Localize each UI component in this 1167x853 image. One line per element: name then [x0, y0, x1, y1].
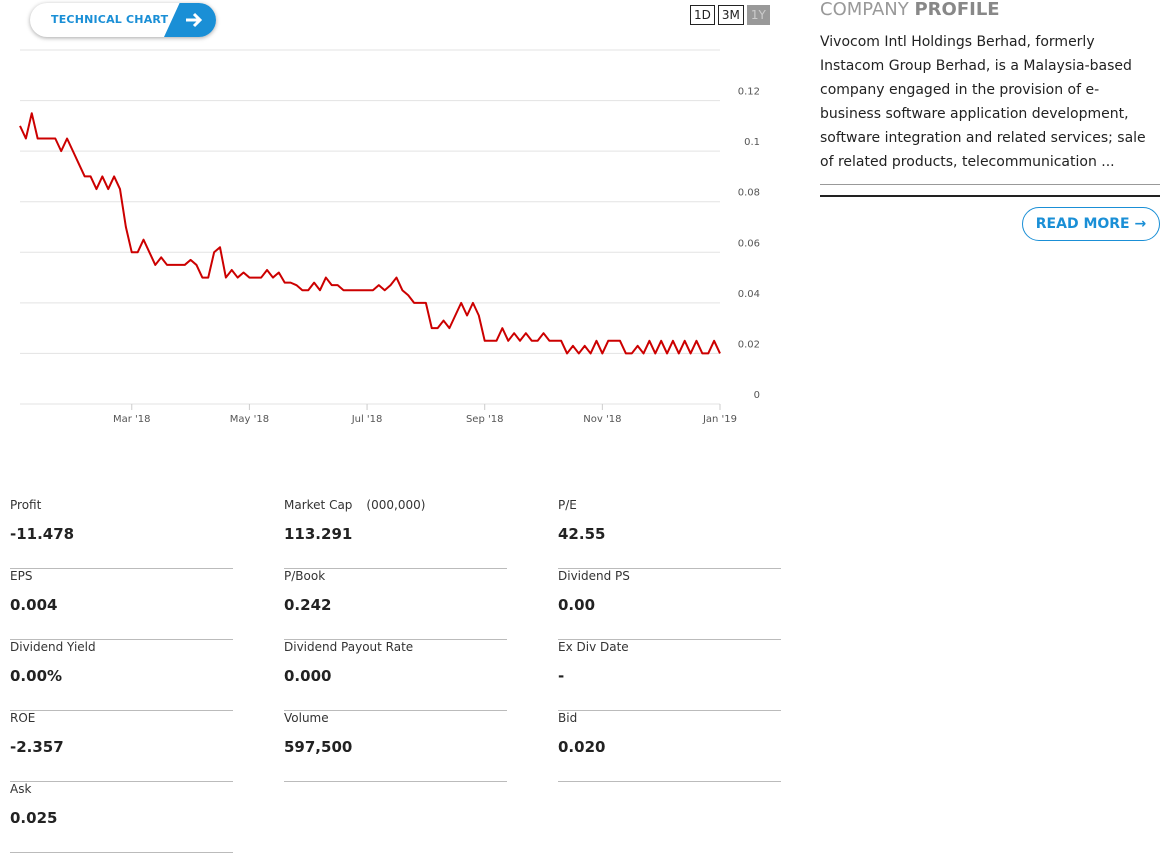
- range-button[interactable]: 3M: [717, 5, 744, 25]
- y-tick-label: 0.08: [738, 188, 760, 199]
- y-tick-label: 0: [754, 390, 760, 401]
- label-text: ROE: [10, 711, 36, 725]
- stat-label: Dividend Yield: [10, 640, 96, 654]
- range-selector: 1D 3M 1Y: [690, 5, 770, 25]
- stat-value: 0.004: [10, 596, 58, 614]
- range-button[interactable]: 1D: [690, 5, 715, 25]
- label-text: Market Cap: [284, 498, 353, 512]
- stat-item: Dividend Payout Rate 0.000: [284, 640, 507, 711]
- stat-label: Profit: [10, 498, 41, 512]
- x-tick-label: Jan '19: [702, 414, 737, 425]
- stat-value: 0.00: [558, 596, 596, 614]
- label-text: Ex Div Date: [558, 640, 629, 654]
- label-text: Profit: [10, 498, 42, 512]
- label-text: Volume: [284, 711, 329, 725]
- stat-value: 597,500: [284, 738, 353, 756]
- profile-text: Vivocom Intl Holdings Berhad, formerly I…: [820, 34, 1146, 170]
- stat-label: Dividend PS: [558, 569, 630, 583]
- y-tick-label: 0.12: [738, 87, 760, 98]
- stat-label: P/E: [558, 498, 577, 512]
- stat-item: P/Book 0.242: [284, 569, 507, 640]
- stat-label: Bid: [558, 711, 577, 725]
- stat-label: P/Book: [284, 569, 325, 583]
- stat-value: 0.025: [10, 809, 58, 827]
- stat-label: Dividend Payout Rate: [284, 640, 413, 654]
- y-tick-label: 0.04: [738, 289, 760, 300]
- x-tick-label: Sep '18: [466, 414, 504, 425]
- stat-value: 0.020: [558, 738, 606, 756]
- profile-title: COMPANY PROFILE: [820, 0, 1160, 20]
- stat-value: -11.478: [10, 525, 75, 543]
- stat-value: -2.357: [10, 738, 64, 756]
- read-more-button[interactable]: READ MORE →: [1022, 207, 1160, 241]
- stat-label: Ask: [10, 782, 31, 796]
- stat-item: ROE -2.357: [10, 711, 233, 782]
- label-text: P/E: [558, 498, 577, 512]
- divider: [820, 195, 1160, 197]
- y-tick-label: 0.06: [738, 238, 760, 249]
- stat-label: Volume: [284, 711, 329, 725]
- stat-label: Market Cap (000,000): [284, 498, 425, 512]
- x-tick-label: May '18: [230, 414, 269, 425]
- price-line: [19, 112, 721, 355]
- stat-item: Ask 0.025: [10, 782, 233, 853]
- y-tick-label: 0.02: [738, 339, 760, 350]
- stat-value: 0.00%: [10, 667, 63, 685]
- range-button[interactable]: 1Y: [746, 5, 770, 25]
- arrow-icon: [186, 12, 203, 28]
- stat-item: P/E 42.55: [558, 498, 781, 569]
- stat-item: Market Cap (000,000) 113.291: [284, 498, 507, 569]
- label-text: P/Book: [284, 569, 326, 583]
- stat-label: EPS: [10, 569, 32, 583]
- stat-label: ROE: [10, 711, 35, 725]
- label-text: Dividend PS: [558, 569, 630, 583]
- stat-value: -: [558, 667, 565, 685]
- button-arrow: [164, 3, 216, 37]
- button-label: READ MORE: [1035, 216, 1130, 232]
- label-text: Bid: [558, 711, 578, 725]
- title-bold: PROFILE: [914, 0, 1000, 20]
- x-tick-label: Mar '18: [113, 414, 151, 425]
- label-text: EPS: [10, 569, 33, 583]
- label-text: Ask: [10, 782, 32, 796]
- x-tick-label: Jul '18: [351, 414, 383, 425]
- stat-value: 0.242: [284, 596, 332, 614]
- label-text: Dividend Payout Rate: [284, 640, 414, 654]
- stat-value: 42.55: [558, 525, 606, 543]
- divider: [820, 184, 1160, 185]
- stat-item: Ex Div Date -: [558, 640, 781, 711]
- stat-item: Dividend PS 0.00: [558, 569, 781, 640]
- company-profile: COMPANY PROFILE Vivocom Intl Holdings Be…: [820, 0, 1160, 241]
- stat-item: Bid 0.020: [558, 711, 781, 782]
- stat-value: 0.000: [284, 667, 332, 685]
- x-tick-label: Nov '18: [583, 414, 621, 425]
- label-text: Dividend Yield: [10, 640, 96, 654]
- stat-item: Profit -11.478: [10, 498, 233, 569]
- stat-item: EPS 0.004: [10, 569, 233, 640]
- stat-item: Volume 597,500: [284, 711, 507, 782]
- label-unit: (000,000): [366, 498, 426, 512]
- title-light: COMPANY: [820, 0, 909, 20]
- y-tick-label: 0.1: [744, 137, 760, 148]
- stat-item: Dividend Yield 0.00%: [10, 640, 233, 711]
- stat-value: 113.291: [284, 525, 353, 543]
- stat-label: Ex Div Date: [558, 640, 629, 654]
- chart: 0 0.02 0.04 0.06 0.08 0.1 0.12 Mar '18 May '18 Ju…: [19, 49, 760, 425]
- technical-chart-button[interactable]: TECHNICAL CHART: [30, 3, 216, 37]
- button-label: TECHNICAL CHART: [51, 13, 169, 26]
